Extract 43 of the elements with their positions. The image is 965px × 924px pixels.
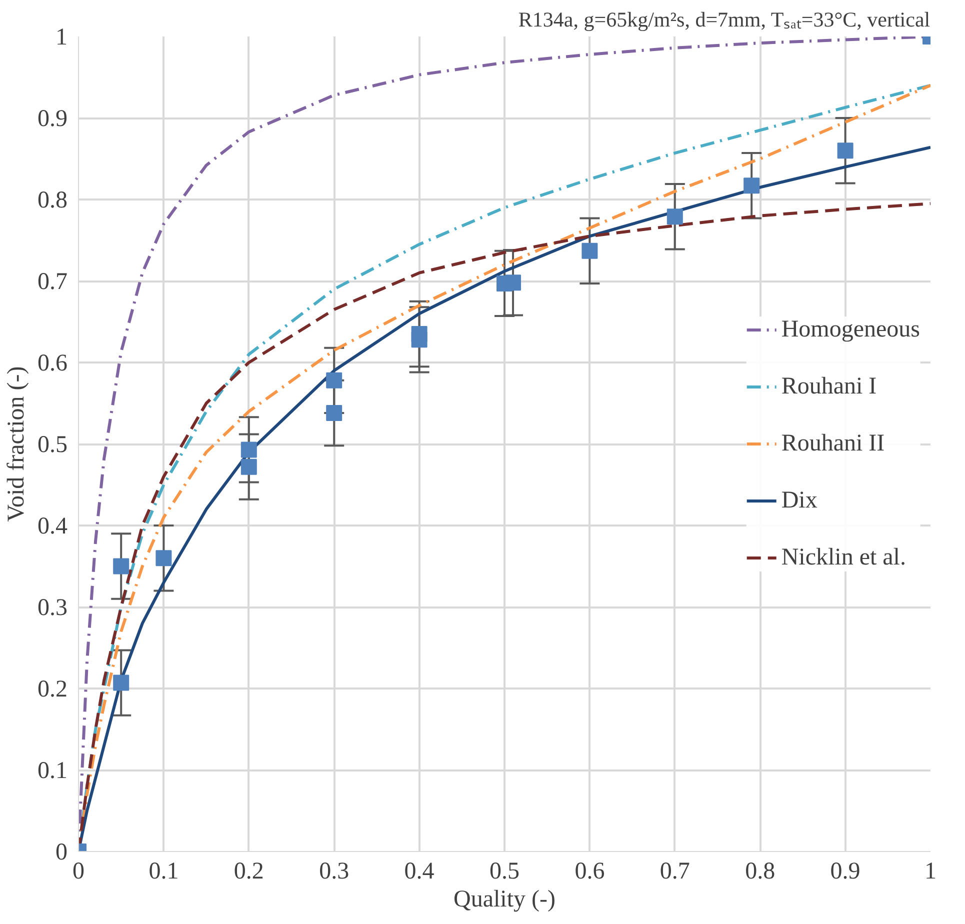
x-tick-label: 0.1: [148, 858, 179, 884]
y-tick-label: 0.5: [38, 432, 68, 458]
legend-label: Rouhani II: [781, 430, 885, 457]
y-tick-label: 1: [56, 24, 68, 50]
point: [326, 372, 342, 388]
point: [156, 550, 172, 566]
y-tick-label: 0.9: [38, 106, 68, 132]
point: [240, 458, 257, 475]
y-tick-label: 0.8: [38, 188, 68, 214]
point: [113, 558, 130, 574]
point: [837, 142, 854, 159]
legend-label: Rouhani I: [781, 373, 877, 400]
point: [411, 332, 428, 348]
point: [582, 242, 598, 259]
legend-label: Nicklin et al.: [781, 544, 906, 571]
chart-title: R134a, g=65kg/m²s, d=7mm, Tₛₐₜ=33°C, vertical: [518, 8, 930, 32]
x-tick-label: 0.5: [490, 858, 520, 884]
x-axis-title: Quality (-): [454, 886, 556, 912]
x-tick-label: 0.6: [574, 858, 605, 884]
y-axis-title: Void fraction (-): [4, 366, 30, 522]
y-tick-label: 0.3: [38, 595, 68, 621]
legend-label: Dix: [781, 487, 818, 514]
y-tick-label: 0.4: [38, 514, 68, 540]
x-tick-label: 0: [72, 858, 84, 884]
x-tick-label: 0.9: [830, 858, 860, 884]
x-tick-label: 0.2: [234, 858, 264, 884]
point: [505, 274, 522, 291]
point: [240, 442, 257, 458]
legend-label: Homogeneous: [781, 316, 920, 343]
point: [666, 208, 683, 225]
x-tick-label: 0.3: [319, 858, 350, 884]
x-tick-label: 0.7: [660, 858, 690, 884]
x-tick-label: 0.8: [745, 858, 776, 884]
x-tick-label: 1: [924, 858, 936, 884]
y-tick-label: 0.2: [38, 676, 68, 702]
y-tick-label: 0.7: [38, 269, 68, 295]
x-tick-label: 0.4: [404, 858, 434, 884]
y-tick-label: 0.6: [38, 350, 68, 376]
y-tick-label: 0.1: [38, 758, 68, 784]
y-tick-label: 0: [56, 840, 68, 866]
point: [326, 405, 342, 422]
point: [113, 674, 130, 691]
point: [744, 178, 760, 194]
